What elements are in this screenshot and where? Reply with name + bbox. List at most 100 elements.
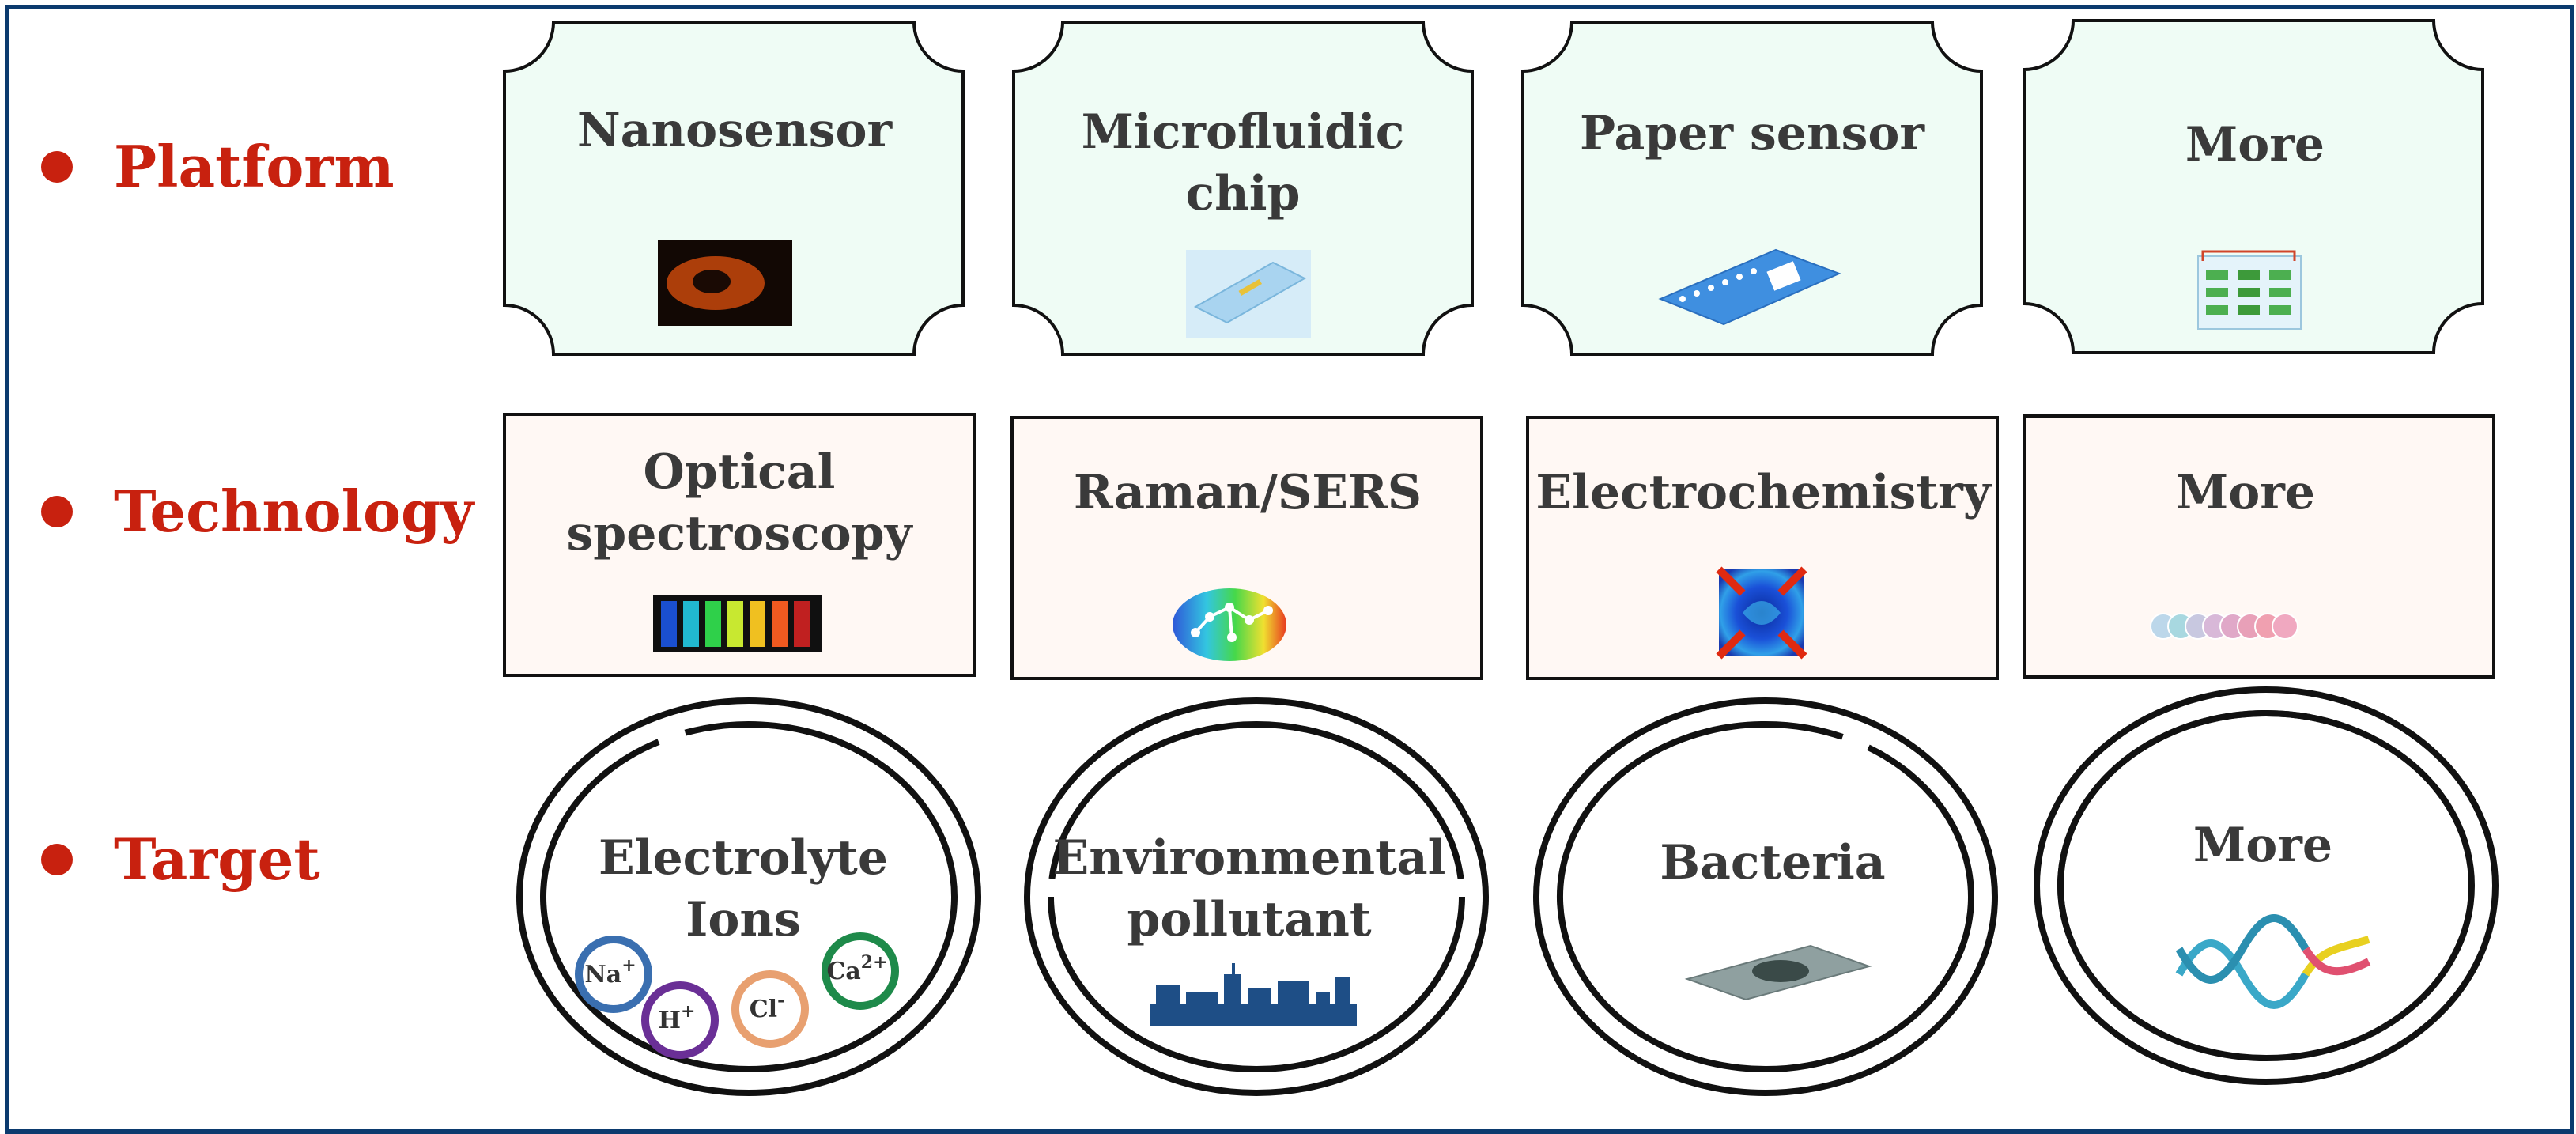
bacteria-chip-image bbox=[1684, 944, 1872, 1001]
device-array-image bbox=[2197, 250, 2302, 330]
paper-dot bbox=[1708, 285, 1714, 291]
target-outer-ring bbox=[2034, 686, 2499, 1085]
title-line: Bacteria bbox=[1660, 835, 1886, 890]
building bbox=[1278, 981, 1309, 1004]
building bbox=[1156, 985, 1180, 1004]
target-inner-ring-arc bbox=[684, 721, 958, 898]
target-card-bacteria bbox=[1533, 697, 1998, 1096]
target-card-title-more: More bbox=[2026, 815, 2500, 876]
ion-circle-cl: Cl- bbox=[731, 970, 809, 1048]
paper-window bbox=[1766, 261, 1801, 291]
cell-nucleus bbox=[693, 270, 731, 293]
bead-chain-image bbox=[2150, 613, 2298, 640]
title-line: Ions bbox=[686, 892, 801, 947]
title-line: pollutant bbox=[1127, 892, 1372, 947]
target-inner-ring-arc bbox=[1557, 721, 1974, 1072]
paper-dot bbox=[1722, 279, 1728, 285]
ion-circle-na: Na+ bbox=[575, 936, 652, 1013]
title-line: More bbox=[2185, 117, 2325, 172]
title-line: More bbox=[2193, 818, 2333, 873]
molecule-atom bbox=[1263, 606, 1273, 615]
device-cell bbox=[2238, 270, 2260, 280]
title-line: Electrochemistry bbox=[1535, 465, 1991, 520]
dna-helix-image bbox=[2175, 914, 2371, 1009]
title-line: chip bbox=[1185, 166, 1301, 221]
technology-card-title-optical: Optical spectroscopy bbox=[504, 441, 975, 565]
dna-strand bbox=[2302, 947, 2371, 976]
field-center bbox=[1743, 601, 1781, 625]
target-inner-ring-arc bbox=[1867, 744, 1974, 898]
platform-card-title-paper-sensor: Paper sensor bbox=[1521, 103, 1983, 164]
vial bbox=[727, 601, 743, 647]
ion-ring bbox=[575, 936, 652, 1013]
title-line: Microfluidic bbox=[1081, 104, 1405, 160]
paper-dot bbox=[1694, 290, 1700, 297]
vial bbox=[772, 601, 788, 647]
ion-ring bbox=[731, 970, 809, 1048]
row-label-technology: Technology bbox=[41, 478, 474, 545]
ion-circle-h: H+ bbox=[641, 981, 719, 1059]
device-cell bbox=[2269, 288, 2291, 297]
paper-sensor-image bbox=[1658, 248, 1841, 326]
target-card-more bbox=[2034, 686, 2499, 1085]
vial bbox=[661, 601, 677, 647]
device-cell bbox=[2206, 288, 2228, 297]
chip-electrode bbox=[1238, 278, 1262, 296]
platform-card-nanosensor bbox=[503, 21, 965, 356]
dna-strand bbox=[2175, 939, 2310, 1009]
row-label-text: Target bbox=[114, 826, 320, 893]
molecule-heatmap-image bbox=[1173, 588, 1286, 661]
molecule-atom bbox=[1205, 612, 1214, 622]
ion-ring bbox=[822, 932, 899, 1010]
platform-card-title-microfluidic: Microfluidic chip bbox=[1012, 101, 1474, 225]
title-line: Optical bbox=[643, 444, 836, 500]
ion-circle-ca: Ca2+ bbox=[822, 932, 899, 1010]
target-inner-ring-arc bbox=[1048, 896, 1465, 1072]
molecule-atom bbox=[1191, 628, 1200, 637]
title-line: Environmental bbox=[1052, 830, 1446, 886]
bead bbox=[2272, 613, 2298, 640]
platform-card-more bbox=[2023, 19, 2484, 354]
platform-card-paper-sensor bbox=[1521, 21, 1983, 356]
device-cell bbox=[2269, 305, 2291, 315]
colored-vials-image bbox=[653, 595, 822, 652]
paper-dot bbox=[1736, 274, 1743, 280]
target-outer-ring bbox=[1024, 697, 1489, 1096]
ion-charge: 2+ bbox=[861, 952, 888, 973]
technology-card-more bbox=[2023, 414, 2495, 679]
ground bbox=[1150, 1004, 1357, 1026]
building bbox=[1316, 992, 1330, 1004]
target-inner-ring-arc bbox=[1048, 721, 1464, 879]
molecule-bond bbox=[1228, 607, 1233, 638]
platform-card-microfluidic bbox=[1012, 21, 1474, 356]
city-skyline-image bbox=[1150, 963, 1357, 1026]
device-cell bbox=[2206, 270, 2228, 280]
building bbox=[1335, 977, 1350, 1004]
title-line: Nanosensor bbox=[576, 103, 893, 158]
paper-dot bbox=[1751, 268, 1757, 274]
vial bbox=[750, 601, 765, 647]
row-label-text: Platform bbox=[114, 133, 395, 200]
target-inner-ring-arc bbox=[540, 739, 958, 1072]
technology-card-title-electrochemistry: Electrochemistry bbox=[1528, 462, 1999, 524]
target-card-environmental bbox=[1024, 697, 1489, 1096]
dna-strand bbox=[2175, 914, 2310, 984]
title-line: More bbox=[2175, 465, 2316, 520]
vial bbox=[705, 601, 721, 647]
device-cell bbox=[2269, 270, 2291, 280]
molecule-atom bbox=[1227, 633, 1237, 642]
ion-charge: - bbox=[777, 990, 784, 1011]
field-hotspot bbox=[1716, 566, 1807, 660]
technology-card-title-more: More bbox=[2010, 462, 2481, 524]
device-cell bbox=[2238, 305, 2260, 315]
vial bbox=[683, 601, 699, 647]
building bbox=[1186, 992, 1218, 1004]
title-line: Paper sensor bbox=[1580, 106, 1924, 161]
molecule-atom bbox=[1225, 603, 1234, 612]
ion-charge: + bbox=[621, 955, 636, 976]
microfluidic-chip-image bbox=[1186, 250, 1311, 338]
building bbox=[1224, 974, 1241, 1004]
title-line: Electrolyte bbox=[598, 830, 889, 886]
device-cell bbox=[2206, 305, 2228, 315]
